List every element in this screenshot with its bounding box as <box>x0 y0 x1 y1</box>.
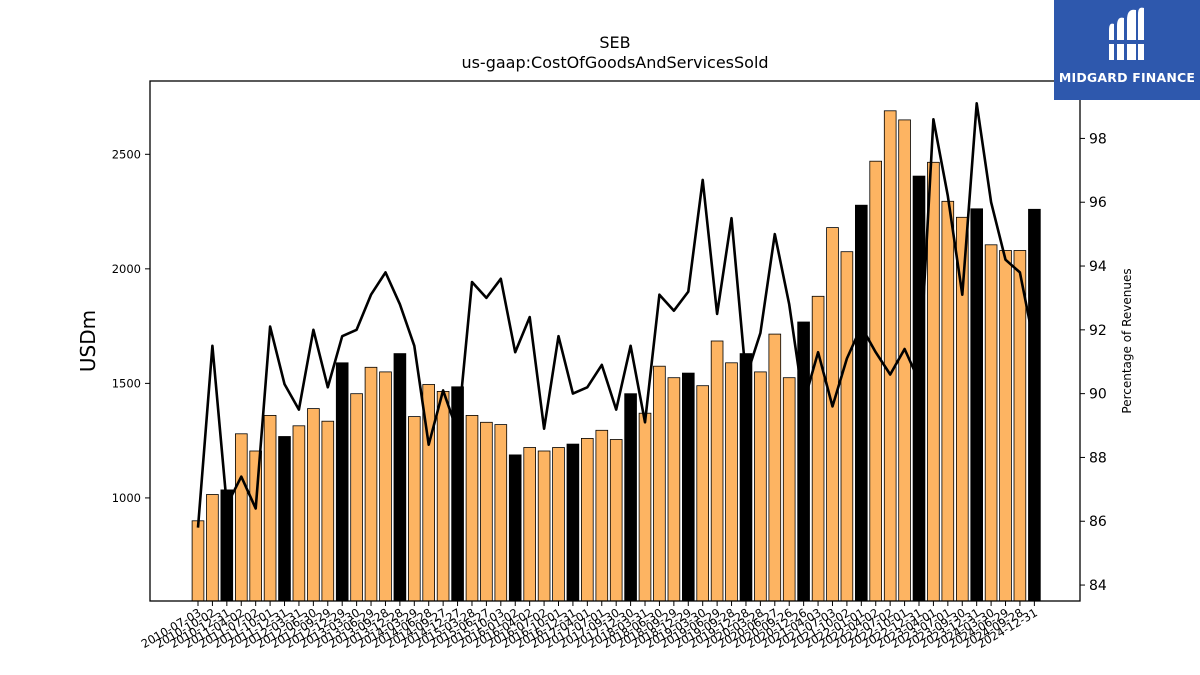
bar <box>537 450 551 602</box>
bar <box>869 160 882 602</box>
chart-subtitle: us-gaap:CostOfGoodsAndServicesSold <box>461 53 768 72</box>
bar <box>307 408 320 602</box>
bar <box>984 244 998 602</box>
bar <box>566 443 580 602</box>
y2-tick-label: 84 <box>1089 578 1107 594</box>
bar <box>811 295 825 602</box>
y-tick-label: 1500 <box>112 376 141 390</box>
bar <box>725 362 738 602</box>
bar <box>393 353 407 602</box>
y2-tick-label: 94 <box>1089 259 1107 275</box>
bar <box>350 393 363 602</box>
y-tick-label: 1000 <box>112 491 141 505</box>
bar <box>480 421 493 602</box>
bar <box>782 377 796 602</box>
y-axis-label: USDm <box>76 310 100 372</box>
bar <box>234 433 248 602</box>
bar <box>883 110 897 602</box>
bar <box>191 520 205 602</box>
bar <box>999 250 1012 602</box>
bar <box>364 366 378 602</box>
y2-tick-label: 98 <box>1089 131 1107 147</box>
y2-tick-label: 92 <box>1089 323 1107 339</box>
bar <box>1028 208 1041 602</box>
bar <box>465 414 479 602</box>
bar <box>696 385 709 602</box>
bar <box>321 420 335 602</box>
bar <box>826 227 839 602</box>
bar <box>278 436 291 602</box>
bar <box>927 161 940 602</box>
bar <box>653 365 666 602</box>
bar <box>523 447 536 602</box>
bar <box>581 437 594 602</box>
chart-title: SEB <box>599 33 630 52</box>
y-tick-label: 2000 <box>112 262 141 276</box>
bar <box>941 200 955 602</box>
bar <box>206 494 219 602</box>
midgard-logo: MIDGARD FINANCE <box>1054 0 1200 100</box>
bar <box>710 340 724 602</box>
bar <box>379 371 392 602</box>
y2-axis-label: Percentage of Revenues <box>1120 268 1134 413</box>
bar <box>407 416 421 602</box>
bar <box>292 425 306 602</box>
y-tick-label: 2500 <box>112 147 141 161</box>
bar <box>494 424 508 602</box>
bar <box>638 412 652 602</box>
bar <box>335 362 349 602</box>
bar <box>739 353 753 602</box>
bar <box>624 393 637 602</box>
bar <box>840 251 854 602</box>
y2-tick-label: 88 <box>1089 450 1107 466</box>
bar <box>797 321 810 602</box>
plot-frame <box>149 80 1081 602</box>
bar <box>667 377 681 602</box>
bar <box>609 439 623 602</box>
bar <box>263 414 277 602</box>
bar <box>552 447 565 602</box>
bar <box>912 175 926 602</box>
y2-tick-label: 86 <box>1089 514 1107 530</box>
series-line <box>196 102 1036 528</box>
bar <box>754 371 767 602</box>
bar <box>768 333 782 602</box>
bar <box>1013 250 1027 602</box>
y2-tick-label: 90 <box>1089 387 1107 403</box>
bar <box>249 450 263 602</box>
bar <box>682 372 695 602</box>
bar <box>508 454 522 602</box>
midgard-logo-icon <box>1109 7 1144 61</box>
y2-tick-label: 96 <box>1089 195 1107 211</box>
logo-text: MIDGARD FINANCE <box>1058 70 1196 85</box>
bar <box>436 390 450 602</box>
bar <box>595 429 609 602</box>
bar <box>855 204 868 602</box>
bar <box>970 208 983 602</box>
